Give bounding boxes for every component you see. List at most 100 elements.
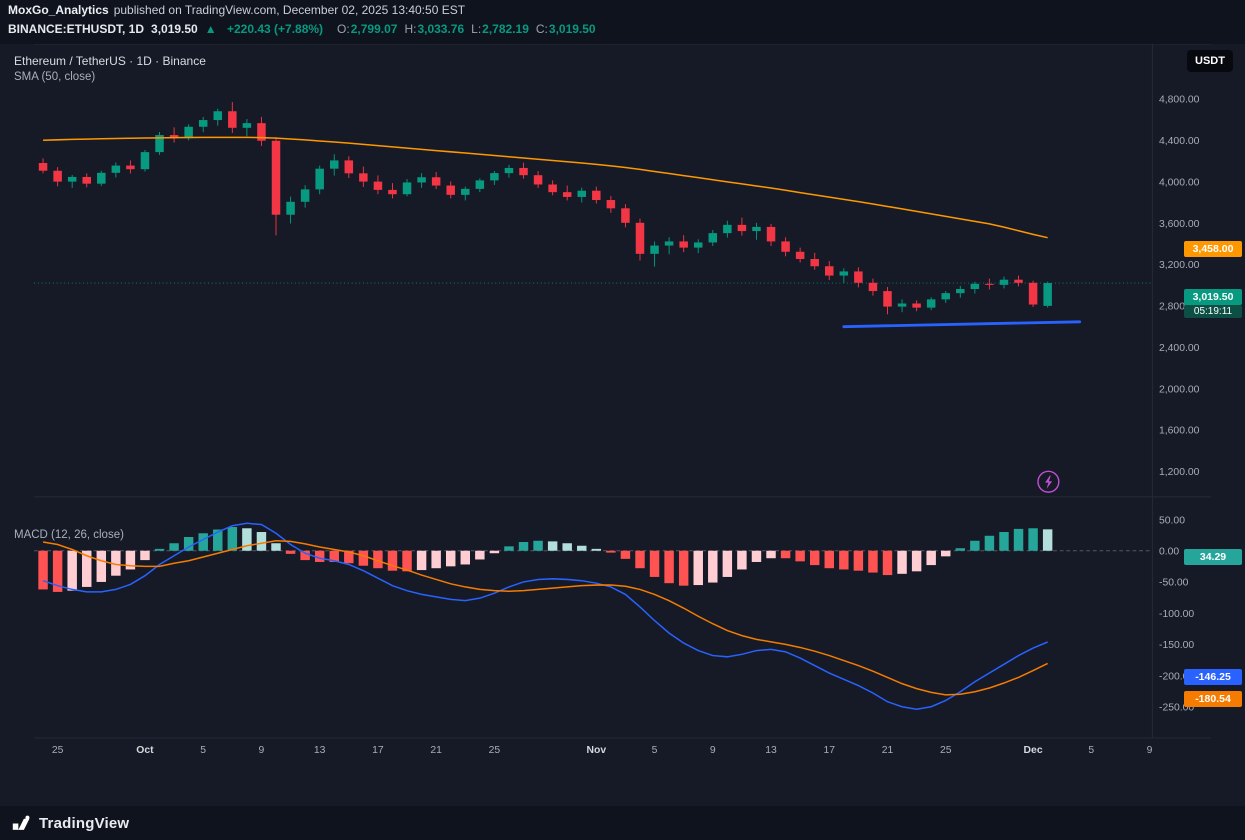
price-axis-label: 4,800.00: [1159, 95, 1200, 106]
tradingview-wordmark[interactable]: TradingView: [39, 814, 130, 832]
macd-hist-bar: [38, 550, 48, 590]
boost-icon[interactable]: [1037, 470, 1060, 493]
candle-body: [140, 152, 150, 170]
macd-hist-bar: [67, 550, 77, 591]
macd-hist-bar: [955, 548, 966, 551]
time-axis-label: Nov: [587, 745, 607, 756]
time-axis-label: 21: [882, 745, 894, 756]
currency-toggle-button[interactable]: USDT: [1187, 50, 1233, 72]
drawn-trendline[interactable]: [842, 320, 1082, 329]
price-axis-label: 2,400.00: [1159, 343, 1200, 354]
candle-body: [912, 303, 921, 308]
macd-hist-value-badge: 34.29: [1184, 549, 1242, 566]
macd-hist-bar: [941, 550, 951, 557]
candle-body: [402, 182, 412, 195]
macd-hist-bar: [970, 540, 980, 551]
candle-body: [693, 242, 703, 248]
macd-hist-bar: [52, 550, 63, 592]
candle-body: [169, 135, 179, 139]
time-axis-label: 17: [372, 745, 384, 756]
publish-info-line: MoxGo_Analytics published on TradingView.…: [8, 3, 465, 17]
macd-axis-label: -150.00: [1159, 640, 1194, 651]
publish-text: published on TradingView.com, December 0…: [113, 3, 466, 17]
candle-body: [533, 175, 543, 185]
time-axis-label: 13: [765, 745, 777, 756]
ohlc-high: H:3,033.76: [404, 22, 465, 36]
macd-hist-bar: [1028, 528, 1038, 551]
macd-line: [42, 522, 1048, 710]
candle-body: [795, 251, 805, 260]
price-axis-label: 2,800.00: [1159, 302, 1200, 313]
time-axis-label: 9: [259, 745, 265, 756]
time-axis-label: Dec: [1024, 745, 1043, 756]
macd-hist-bar: [242, 528, 252, 551]
time-axis-label: 5: [652, 745, 658, 756]
candle-body: [766, 226, 776, 242]
candle-body: [592, 190, 601, 201]
candle-body: [897, 303, 907, 307]
macd-axis-label: 50.00: [1159, 515, 1185, 526]
candle-body: [883, 291, 892, 307]
macd-hist-bar: [868, 550, 878, 573]
macd-hist-bar: [1013, 528, 1024, 551]
candle-body: [781, 241, 790, 252]
macd-hist-bar: [198, 533, 208, 551]
candle-body: [38, 162, 48, 171]
footer-bar: TradingView: [0, 806, 1245, 840]
macd-hist-bar: [344, 550, 354, 564]
candle-body: [1014, 279, 1023, 283]
candle-body: [1043, 283, 1052, 306]
time-axis-label: 9: [1147, 745, 1153, 756]
macd-hist-bar: [256, 532, 267, 551]
candle-body: [504, 167, 514, 174]
price-axis-label: 4,400.00: [1159, 136, 1200, 147]
candle-body: [431, 177, 441, 186]
macd-hist-bar: [780, 550, 791, 559]
candle-body: [300, 189, 310, 202]
candle-body: [999, 279, 1009, 285]
macd-hist-bar: [766, 550, 776, 559]
author-name: MoxGo_Analytics: [8, 3, 109, 17]
candle-body: [271, 140, 281, 215]
macd-hist-bar: [984, 535, 995, 551]
candle-body: [926, 299, 936, 308]
macd-hist-bar: [620, 550, 631, 559]
macd-hist-bar: [606, 550, 616, 553]
macd-hist-bar: [82, 550, 92, 587]
candle-body: [562, 192, 572, 197]
price-chart-canvas[interactable]: 4,800.00 4,400.00 4,000.00 3,600.00 3,200.00…: [0, 44, 1245, 806]
time-axis-label: 9: [710, 745, 716, 756]
macd-line-value-badge: -146.25: [1184, 668, 1242, 685]
macd-hist-bar: [839, 550, 849, 570]
macd-hist-bar: [533, 540, 543, 551]
macd-indicator-label[interactable]: MACD (12, 26, close): [14, 529, 124, 541]
macd-hist-bar: [577, 545, 587, 551]
candle-body: [286, 201, 295, 215]
macd-hist-bar: [402, 550, 412, 572]
macd-hist-bar: [329, 550, 339, 562]
time-axis-label: Oct: [136, 745, 154, 756]
macd-hist-bar: [489, 550, 500, 554]
candle-body: [708, 233, 718, 243]
ohlc-low: L:2,782.19: [471, 22, 529, 36]
macd-hist-bar: [213, 529, 223, 551]
candle-body: [752, 226, 761, 232]
candle-body: [315, 168, 324, 190]
candle-body: [461, 188, 470, 195]
candle-body: [257, 123, 266, 141]
sma-indicator-label[interactable]: SMA (50, close): [14, 71, 96, 83]
macd-hist-bar: [373, 550, 383, 569]
macd-hist-bar: [96, 550, 107, 582]
macd-hist-bar: [140, 550, 150, 561]
macd-hist-bar: [271, 543, 281, 551]
up-arrow-icon: ▲: [204, 22, 217, 36]
macd-hist-bar: [183, 537, 194, 551]
candle-body: [606, 200, 616, 209]
macd-hist-bar: [169, 543, 179, 551]
price-axis-label: 1,200.00: [1159, 467, 1200, 478]
candle-body: [679, 241, 688, 248]
macd-axis-label: -100.00: [1159, 609, 1194, 620]
candle-body: [956, 289, 965, 294]
candle-body: [985, 283, 994, 285]
candle-body: [417, 177, 426, 183]
